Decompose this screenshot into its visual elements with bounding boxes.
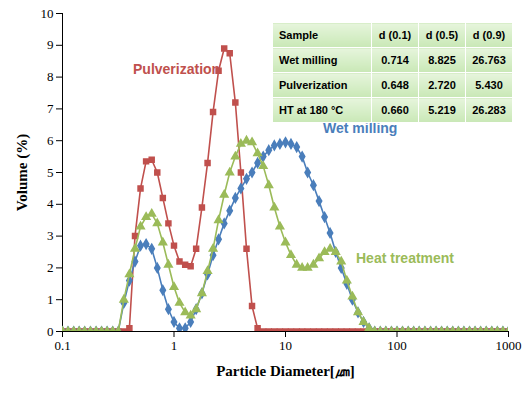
html-text:2.720: 2.720 (428, 79, 456, 91)
svg-text:2: 2 (47, 260, 54, 275)
html-text:d (0.5): d (0.5) (425, 29, 459, 41)
svg-text:Particle Diameter[㎛]: Particle Diameter[㎛] (216, 363, 355, 379)
svg-text:5: 5 (47, 165, 54, 180)
html-text:0.714: 0.714 (381, 54, 409, 66)
html-text:Wet milling: Wet milling (279, 54, 338, 66)
html-text:5.219: 5.219 (428, 104, 456, 116)
html-text:d (0.1): d (0.1) (378, 29, 412, 41)
svg-text:8: 8 (47, 69, 54, 84)
svg-text:100: 100 (387, 338, 407, 353)
html-text:Pulverization: Pulverization (279, 79, 348, 91)
svg-text:0: 0 (47, 324, 54, 339)
svg-text:1000: 1000 (496, 338, 522, 353)
svg-text:10: 10 (279, 338, 292, 353)
svg-text:3: 3 (47, 228, 54, 243)
html-text:d (0.9): d (0.9) (472, 29, 506, 41)
svg-text:Volume (%): Volume (%) (14, 134, 31, 211)
svg-text:1: 1 (171, 338, 178, 353)
html-text:26.283: 26.283 (472, 104, 506, 116)
svg-text:10: 10 (41, 6, 54, 21)
svg-text:1: 1 (47, 292, 54, 307)
html-text:5.430: 5.430 (475, 79, 503, 91)
html-text:0.660: 0.660 (381, 104, 409, 116)
html-text:Sample: Sample (279, 29, 319, 41)
html-text:Pulverization: Pulverization (133, 61, 221, 77)
svg-text:0.1: 0.1 (54, 338, 70, 353)
html-text:Heat treatment: Heat treatment (356, 250, 454, 266)
svg-text:9: 9 (47, 37, 54, 52)
html-text:HT at 180 °C: HT at 180 °C (279, 104, 344, 116)
html-text:8.825: 8.825 (428, 54, 456, 66)
svg-text:7: 7 (47, 101, 54, 116)
html-text:26.763: 26.763 (472, 54, 506, 66)
svg-text:6: 6 (47, 133, 54, 148)
html-text:Wet milling: Wet milling (323, 120, 398, 136)
html-text:0.648: 0.648 (381, 79, 409, 91)
svg-text:4: 4 (47, 196, 54, 211)
